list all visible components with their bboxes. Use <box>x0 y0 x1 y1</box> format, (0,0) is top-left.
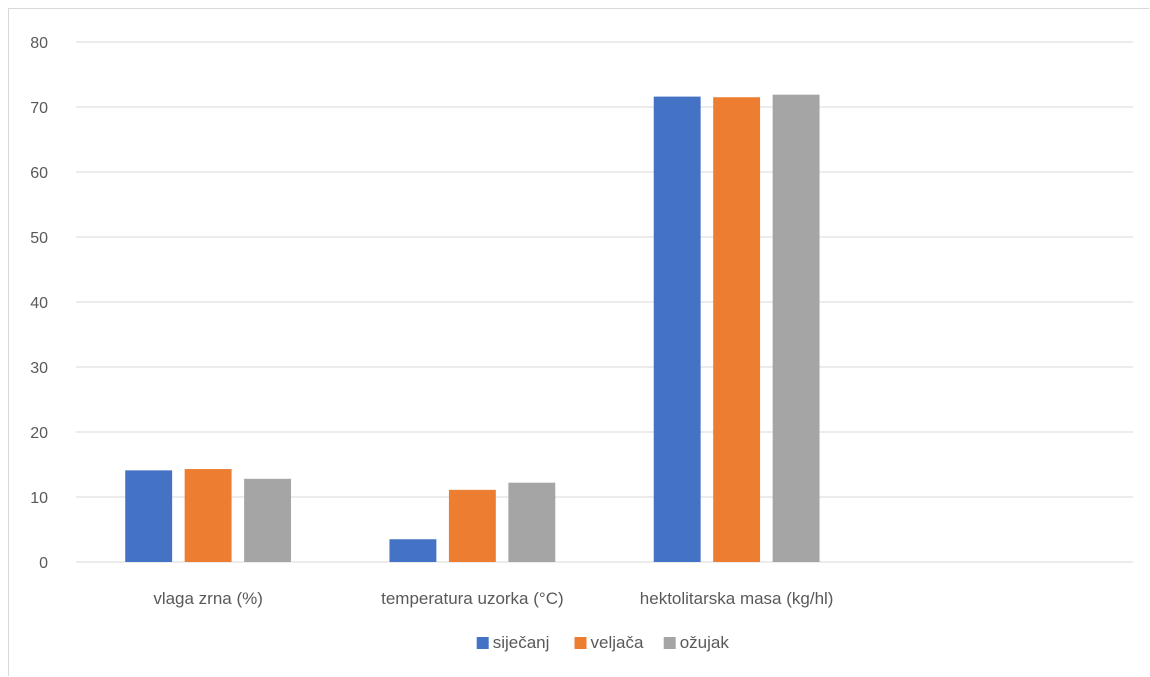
bar <box>184 469 232 562</box>
legend-swatch <box>476 637 489 649</box>
y-tick-label: 10 <box>30 490 48 507</box>
x-category-label: vlaga zrna (%) <box>153 589 263 608</box>
bar <box>125 470 173 562</box>
y-tick-label: 30 <box>30 360 48 377</box>
y-tick-label: 80 <box>30 35 48 52</box>
bar <box>389 539 437 562</box>
bar <box>713 97 761 562</box>
x-axis-categories: vlaga zrna (%) temperatura uzorka (°C) hek… <box>153 589 833 608</box>
x-category-label: hektolitarska masa (kg/hl) <box>640 589 834 608</box>
y-tick-label: 20 <box>30 425 48 442</box>
bars <box>125 94 820 563</box>
legend-swatch <box>574 637 587 649</box>
y-tick-label: 70 <box>30 100 48 117</box>
bar <box>448 489 496 562</box>
legend-label: siječanj <box>493 633 550 652</box>
y-axis-ticks: 0 10 20 30 40 50 60 70 80 <box>30 35 48 572</box>
bar <box>653 96 701 562</box>
bar <box>508 482 556 562</box>
x-category-label: temperatura uzorka (°C) <box>381 589 564 608</box>
legend-label: ožujak <box>680 633 730 652</box>
legend-swatch <box>663 637 676 649</box>
bar <box>244 478 292 562</box>
y-tick-label: 0 <box>39 555 48 572</box>
bar <box>772 94 820 563</box>
legend: siječanj veljača ožujak <box>476 633 730 652</box>
chart-frame <box>8 8 1149 676</box>
y-tick-label: 40 <box>30 295 48 312</box>
y-tick-label: 50 <box>30 230 48 247</box>
y-tick-label: 60 <box>30 165 48 182</box>
legend-label: veljača <box>591 633 644 652</box>
gridlines <box>76 41 1133 563</box>
